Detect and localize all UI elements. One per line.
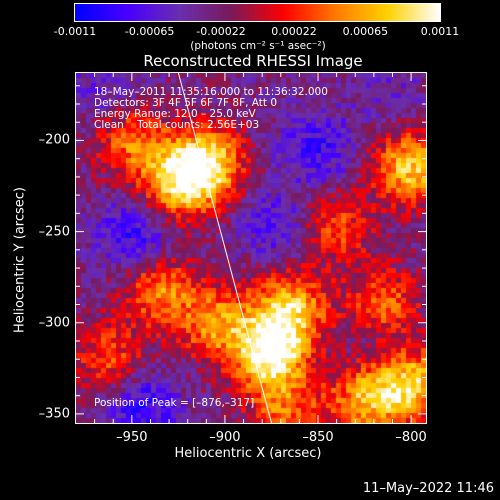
colorbar-tick-label: 0.0011 — [420, 25, 460, 38]
plot-area — [76, 73, 426, 423]
plot-overlay — [177, 73, 272, 423]
colorbar-tick-label: -0.0011 — [53, 25, 97, 38]
annotation-clean-counts: Clean Total counts: 2.56E+03 — [94, 119, 260, 131]
annotation-detectors: Detectors: 3F 4F 5F 6F 7F 8F, Att 0 — [94, 97, 278, 109]
y-tick-label: –350 — [38, 406, 70, 422]
colorbar-units: (photons cm⁻² s⁻¹ asec⁻²) — [190, 40, 326, 52]
plot-frame — [75, 72, 427, 424]
chart-title: Reconstructed RHESSI Image — [143, 52, 363, 70]
annotation-time-range: 18–May–2011 11:35:16.000 to 11:36:32.000 — [94, 86, 328, 98]
x-axis-label: Heliocentric X (arcsec) — [174, 446, 322, 461]
x-tick-label: –900 — [209, 430, 241, 445]
annotation-peak-position: Position of Peak = [–876,–317] — [94, 397, 255, 409]
colorbar-tick-label: 0.00065 — [342, 25, 389, 38]
colorbar-frame — [74, 3, 441, 22]
footer-timestamp: 11–May–2022 11:46 — [362, 481, 494, 496]
colorbar-tick-label: 0.00022 — [271, 25, 317, 38]
y-tick-label: –300 — [38, 315, 70, 331]
solar-limb-line — [177, 73, 272, 423]
x-tick-label: –950 — [116, 430, 148, 445]
colorbar — [75, 4, 440, 21]
y-tick-label: –200 — [38, 132, 70, 148]
x-tick-label: –800 — [395, 430, 427, 445]
x-tick-label: –850 — [302, 430, 334, 445]
colorbar-tick-label: -0.00065 — [124, 25, 175, 38]
annotation-energy-range: Energy Range: 12.0 – 25.0 keV — [94, 108, 256, 120]
colorbar-gradient — [75, 4, 440, 21]
y-axis-label: Heliocentric Y (arcsec) — [12, 187, 28, 333]
colorbar-tick-label: -0.00022 — [196, 25, 246, 38]
y-tick-label: –250 — [38, 224, 70, 240]
heatmap-image — [76, 73, 426, 423]
